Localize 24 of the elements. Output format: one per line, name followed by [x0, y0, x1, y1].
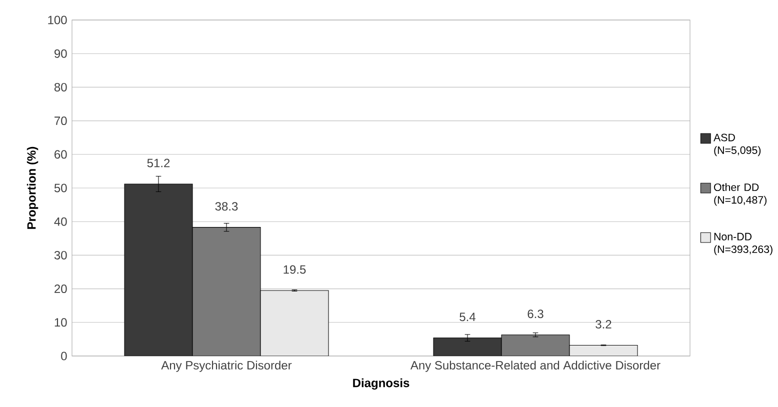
y-axis-title: Proportion (%): [26, 146, 38, 229]
y-tick-label: 30: [54, 250, 67, 260]
y-tick-label: 70: [54, 116, 67, 126]
x-tick-label: Any Psychiatric Disorder: [161, 360, 292, 372]
data-label: 6.3: [528, 310, 544, 318]
data-label: 3.2: [596, 320, 612, 329]
legend-label: Non-DD (N=393,263): [714, 232, 772, 256]
legend-label: Other DD (N=10,487): [714, 183, 766, 206]
x-axis-title: Diagnosis: [353, 378, 410, 390]
data-label: 38.3: [215, 202, 238, 211]
y-tick-label: 80: [54, 82, 67, 92]
y-tick-label: 60: [54, 150, 67, 159]
x-tick-label: Any Substance-Related and Addictive Disorder: [410, 360, 660, 372]
data-label: 51.2: [147, 158, 170, 168]
y-tick-label: 90: [54, 49, 67, 58]
y-tick-label: 100: [48, 16, 67, 24]
data-label: 5.4: [460, 312, 476, 322]
y-tick-label: 50: [54, 184, 67, 192]
y-tick-label: 40: [54, 217, 67, 226]
legend-label: ASD (N=5,095): [714, 134, 761, 156]
y-tick-label: 10: [54, 318, 67, 327]
y-tick-label: 20: [54, 284, 67, 294]
data-label: 19.5: [284, 265, 306, 274]
y-tick-label: 0: [61, 352, 67, 360]
